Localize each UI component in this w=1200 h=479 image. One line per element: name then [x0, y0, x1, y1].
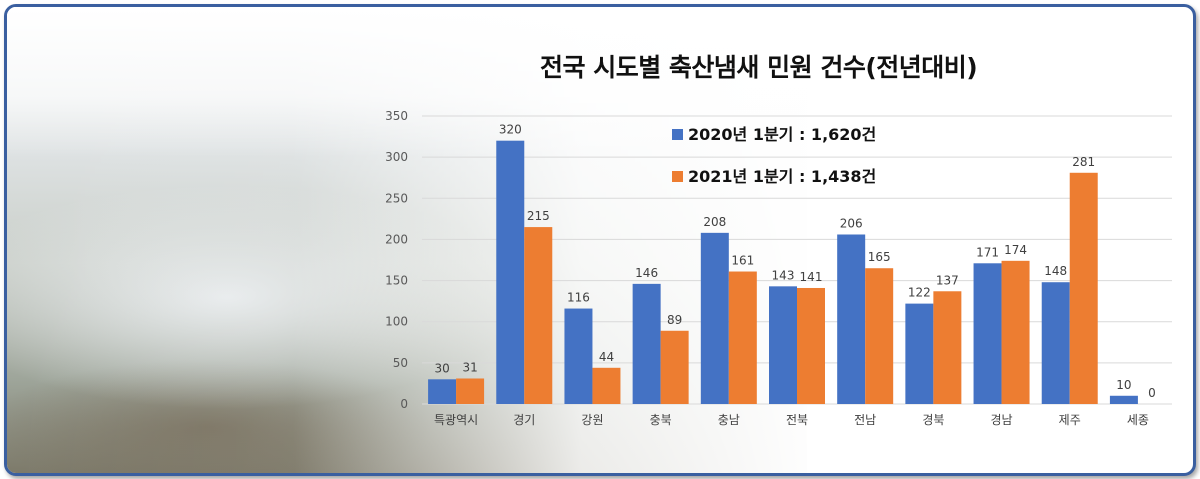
- chart-frame: [4, 4, 1196, 476]
- data-label: 148: [1044, 264, 1067, 278]
- bar: [769, 286, 797, 404]
- bar: [1001, 260, 1030, 404]
- bar: [1109, 395, 1138, 404]
- bar: [905, 303, 934, 404]
- data-label: 174: [1004, 243, 1027, 257]
- y-tick-label: 350: [385, 109, 408, 123]
- data-label: 143: [772, 268, 795, 282]
- bar: [837, 234, 866, 404]
- data-label: 146: [635, 266, 658, 280]
- bar: [797, 287, 825, 404]
- bar: [496, 140, 525, 404]
- y-tick-label: 300: [385, 150, 408, 164]
- y-tick-label: 50: [393, 356, 408, 370]
- x-tick-label: 전북: [786, 413, 808, 427]
- bar: [700, 232, 729, 404]
- bar: [660, 330, 689, 404]
- legend-swatch: [672, 171, 683, 182]
- data-label: 161: [731, 254, 754, 268]
- data-label: 171: [976, 245, 999, 259]
- bar: [933, 291, 962, 404]
- data-label: 44: [599, 350, 614, 364]
- data-label: 31: [462, 360, 477, 374]
- y-tick-label: 250: [385, 191, 408, 205]
- x-tick-label: 경기: [513, 413, 535, 427]
- data-label: 30: [434, 361, 449, 375]
- bar: [632, 283, 661, 404]
- data-label: 320: [499, 123, 522, 137]
- background-top-fade: [7, 7, 827, 157]
- bar: [865, 268, 894, 404]
- data-label: 165: [868, 250, 891, 264]
- bar: [456, 378, 485, 404]
- x-tick-label: 경북: [922, 413, 944, 427]
- bar: [973, 263, 1002, 404]
- bar: [1069, 172, 1098, 404]
- x-tick-label: 특광역시: [434, 413, 478, 427]
- data-label: 137: [936, 273, 959, 287]
- bar: [592, 367, 621, 404]
- x-tick-label: 충남: [718, 413, 740, 427]
- data-label: 281: [1072, 155, 1095, 169]
- data-label: 122: [908, 286, 931, 300]
- bar: [428, 379, 457, 404]
- y-tick-label: 150: [385, 274, 408, 288]
- y-tick-label: 0: [400, 397, 408, 411]
- data-label: 10: [1116, 378, 1131, 392]
- x-tick-label: 전남: [854, 413, 876, 427]
- bar: [1041, 282, 1070, 404]
- data-label: 0: [1148, 386, 1156, 400]
- x-tick-label: 경남: [990, 413, 1012, 427]
- x-tick-label: 세종: [1127, 413, 1149, 427]
- bar: [728, 271, 757, 404]
- x-tick-label: 제주: [1059, 413, 1081, 427]
- data-label: 116: [567, 291, 590, 305]
- data-label: 89: [667, 313, 682, 327]
- bar: [524, 227, 553, 404]
- data-label: 208: [703, 215, 726, 229]
- data-label: 141: [800, 270, 823, 284]
- data-label: 206: [840, 216, 863, 230]
- legend-label: 2021년 1분기 : 1,438건: [688, 167, 876, 186]
- bar: [564, 308, 593, 404]
- legend-label: 2020년 1분기 : 1,620건: [688, 125, 876, 144]
- legend-swatch: [672, 129, 683, 140]
- x-tick-label: 충북: [650, 413, 672, 427]
- data-label: 215: [527, 209, 550, 223]
- y-tick-label: 200: [385, 232, 408, 246]
- y-tick-label: 100: [385, 315, 408, 329]
- x-tick-label: 강원: [581, 413, 603, 427]
- chart-title: 전국 시도별 축산냄새 민원 건수(전년대비): [540, 53, 978, 82]
